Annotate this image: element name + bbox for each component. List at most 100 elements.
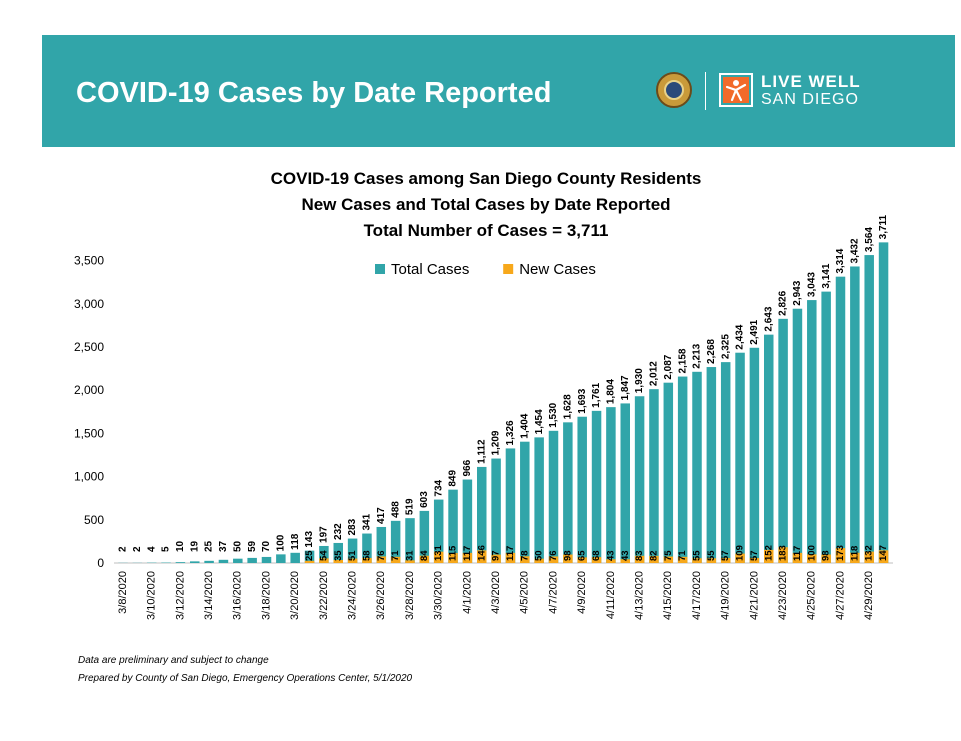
new-cases-bar [304, 560, 315, 563]
total-data-label: 1,761 [591, 382, 602, 407]
total-cases-bar [606, 407, 616, 563]
total-cases-bar [677, 376, 688, 563]
y-tick-label: 0 [97, 556, 104, 570]
y-tick-label: 2,000 [74, 383, 104, 397]
new-data-label: 132 [864, 545, 875, 561]
total-cases-bar [276, 554, 286, 563]
new-cases-bar [433, 551, 444, 563]
total-cases-bar [706, 367, 717, 563]
new-data-label: 100 [806, 545, 817, 561]
total-cases-bar [778, 318, 788, 563]
new-data-label: 109 [735, 545, 746, 561]
x-tick-label: 3/22/2020 [318, 571, 330, 620]
new-data-label: 58 [361, 550, 372, 561]
new-data-label: 71 [390, 550, 401, 561]
total-data-label: 3,711 [878, 214, 889, 239]
new-cases-bar [333, 559, 343, 563]
x-tick-label: 3/28/2020 [404, 571, 416, 620]
total-data-label: 1,930 [634, 368, 645, 393]
x-tick-label: 4/7/2020 [547, 571, 559, 614]
new-cases-bar [505, 552, 516, 563]
y-tick-label: 500 [84, 513, 104, 527]
total-cases-bar [534, 437, 544, 563]
total-cases-bar [735, 352, 745, 563]
chart-title-line-2: New Cases and Total Cases by Date Report… [301, 195, 671, 214]
new-cases-bar [563, 554, 573, 563]
new-cases-bar [720, 558, 731, 563]
new-cases-bar [764, 549, 774, 563]
total-data-label: 1,693 [577, 388, 588, 413]
total-data-label: 2,643 [763, 306, 774, 331]
total-cases-bar [433, 499, 444, 563]
total-cases-bar [807, 300, 817, 563]
new-data-label: 50 [534, 550, 545, 561]
total-cases-bar [692, 371, 702, 563]
total-cases-bar [749, 347, 760, 563]
new-data-label: 131 [433, 544, 444, 561]
y-tick-label: 2,500 [74, 340, 104, 354]
total-data-label: 1,404 [519, 413, 530, 438]
total-data-label: 1,628 [562, 394, 573, 419]
total-cases-bar [663, 382, 674, 563]
x-tick-label: 3/26/2020 [375, 571, 387, 620]
total-cases-bar [649, 389, 659, 563]
total-data-label: 1,847 [620, 375, 631, 400]
new-data-label: 84 [419, 550, 430, 561]
new-data-label: 183 [778, 545, 789, 561]
logo-divider [705, 72, 706, 110]
total-data-label: 2 [118, 546, 129, 552]
total-data-label: 734 [433, 479, 444, 496]
x-tick-label: 4/3/2020 [490, 571, 502, 614]
total-cases-bar [591, 410, 602, 563]
total-data-label: 603 [419, 491, 430, 508]
total-cases-bar [261, 556, 272, 563]
y-tick-label: 3,500 [74, 254, 104, 268]
total-data-label: 37 [218, 540, 229, 552]
new-cases-bar [821, 554, 831, 563]
x-tick-label: 3/16/2020 [232, 571, 244, 620]
x-tick-label: 4/9/2020 [576, 571, 588, 614]
total-cases-bar [850, 266, 860, 563]
y-tick-label: 1,500 [74, 426, 104, 440]
legend-swatch-total [375, 264, 385, 274]
total-data-label: 232 [333, 523, 344, 540]
total-cases-bar [720, 362, 731, 563]
new-data-label: 31 [405, 550, 416, 561]
x-tick-label: 3/24/2020 [347, 571, 359, 620]
new-cases-bar [491, 554, 501, 563]
total-data-label: 5 [161, 546, 172, 552]
total-cases-bar [520, 441, 530, 563]
new-data-label: 55 [692, 550, 703, 561]
total-data-label: 3,432 [849, 238, 860, 263]
total-cases-bar [362, 533, 372, 563]
new-cases-bar [692, 558, 702, 563]
total-data-label: 417 [376, 507, 387, 524]
total-data-label: 966 [462, 459, 473, 476]
new-cases-bar [591, 557, 602, 563]
total-cases-bar [347, 538, 358, 563]
total-cases-bar [864, 255, 874, 563]
x-tick-label: 4/19/2020 [720, 571, 732, 620]
total-cases-bar [448, 489, 458, 563]
total-cases-bar [577, 416, 587, 563]
total-data-label: 25 [204, 540, 215, 552]
new-data-label: 117 [792, 546, 803, 561]
new-data-label: 35 [333, 550, 344, 561]
total-data-label: 1,209 [491, 430, 502, 455]
total-cases-bar [634, 396, 645, 563]
x-tick-label: 4/11/2020 [605, 571, 617, 619]
chart-title-line-3: Total Number of Cases = 3,711 [363, 221, 609, 240]
new-data-label: 43 [620, 550, 631, 561]
total-cases-bar [821, 291, 831, 563]
total-cases-bar [390, 520, 401, 563]
total-data-label: 488 [390, 501, 401, 518]
total-data-label: 143 [304, 531, 315, 548]
total-data-label: 59 [247, 540, 258, 552]
new-data-label: 57 [749, 550, 760, 561]
total-data-label: 1,112 [476, 439, 487, 464]
total-data-label: 3,043 [806, 272, 817, 297]
x-tick-label: 3/12/2020 [174, 571, 186, 620]
new-data-label: 98 [821, 550, 832, 561]
new-data-label: 173 [835, 545, 846, 561]
